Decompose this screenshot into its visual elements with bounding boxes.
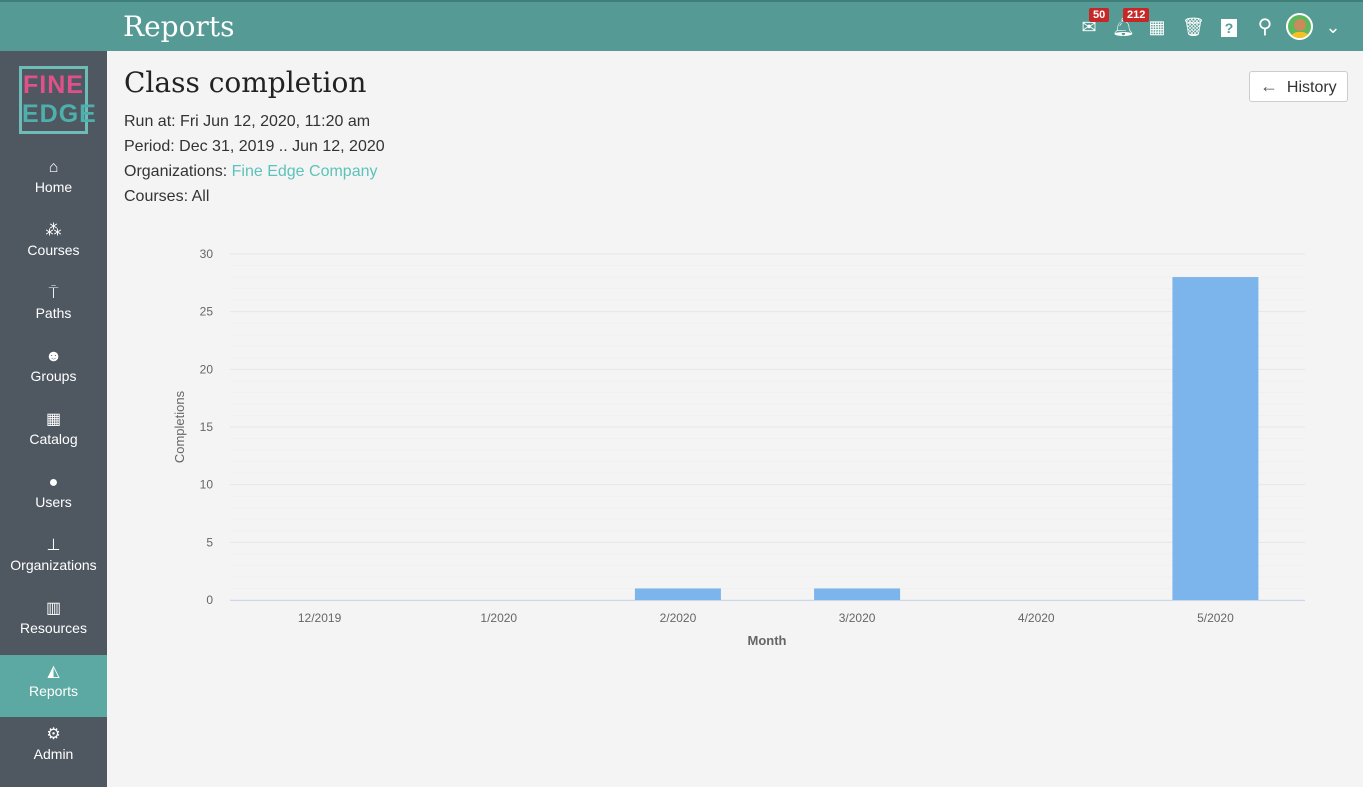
sidebar-item-label: Organizations: [10, 557, 97, 573]
sidebar: FINE EDGE ⌂ Home ⁂ Courses ⍑ Paths ☻ Groups ▦ Cata…: [0, 51, 107, 787]
organizations: Organizations: Fine Edge Company: [124, 163, 378, 180]
sidebar-item-label: Admin: [33, 746, 74, 762]
sidebar-item-catalog[interactable]: ▦ Catalog: [0, 403, 107, 465]
admin-icon: ⚙: [46, 726, 61, 743]
x-tick-label: 12/2019: [298, 611, 342, 625]
calendar-icon[interactable]: ▦: [1148, 17, 1166, 37]
paths-icon: ⍑: [48, 285, 59, 302]
y-tick-label: 25: [200, 305, 214, 319]
sidebar-item-courses[interactable]: ⁂ Courses: [0, 214, 107, 276]
home-icon: ⌂: [48, 159, 59, 176]
sidebar-item-paths[interactable]: ⍑ Paths: [0, 277, 107, 339]
catalog-icon: ▦: [45, 411, 62, 428]
courses-icon: ⁂: [45, 222, 62, 239]
x-tick-label: 5/2020: [1197, 611, 1234, 625]
sidebar-item-label: Groups: [30, 368, 77, 384]
users-icon: ●: [48, 474, 59, 491]
bar-2/2020: [634, 588, 721, 600]
top-bar: Reports ✉ 50 🔔︎ 212 ▦ 🗑︎ ? ⚲ ⌄: [0, 0, 1363, 51]
bar-3/2020: [814, 588, 901, 600]
mail-badge: 50: [1089, 8, 1110, 22]
sidebar-item-label: Resources: [20, 620, 87, 636]
organization-link[interactable]: Fine Edge Company: [231, 163, 378, 180]
y-tick-label: 15: [200, 420, 214, 434]
notification-badge: 212: [1123, 8, 1150, 22]
logo[interactable]: FINE EDGE: [19, 66, 96, 134]
sidebar-item-label: Reports: [28, 683, 79, 699]
y-tick-label: 5: [206, 535, 213, 549]
bell-icon[interactable]: 🔔︎: [1112, 17, 1135, 37]
y-tick-label: 0: [206, 593, 213, 607]
groups-icon: ☻: [45, 348, 62, 365]
organizations-icon: ⊥: [46, 537, 61, 554]
report-title: Class completion: [124, 66, 367, 99]
x-tick-label: 1/2020: [480, 611, 517, 625]
arrow-left-icon: ←: [1260, 76, 1278, 96]
sidebar-item-label: Catalog: [29, 431, 78, 447]
sidebar-item-reports[interactable]: ◭ Reports: [0, 655, 107, 717]
mail-icon[interactable]: ✉: [1081, 17, 1097, 37]
sidebar-item-organizations[interactable]: ⊥ Organizations: [0, 529, 107, 591]
reports-icon: ◭: [47, 663, 60, 680]
resources-icon: ▥: [45, 600, 62, 617]
sidebar-item-groups[interactable]: ☻ Groups: [0, 340, 107, 402]
sidebar-item-label: Paths: [35, 305, 72, 321]
page-header-title: Reports: [123, 10, 235, 43]
sidebar-item-resources[interactable]: ▥ Resources: [0, 592, 107, 654]
sidebar-item-admin[interactable]: ⚙ Admin: [0, 718, 107, 780]
x-tick-label: 2/2020: [660, 611, 697, 625]
history-button[interactable]: ← History: [1249, 71, 1348, 102]
x-tick-label: 4/2020: [1018, 611, 1055, 625]
search-icon[interactable]: ⚲: [1257, 16, 1273, 38]
avatar[interactable]: [1286, 13, 1313, 40]
run-at: Run at: Fri Jun 12, 2020, 11:20 am: [124, 113, 371, 130]
sidebar-item-home[interactable]: ⌂ Home: [0, 151, 107, 213]
trash-icon[interactable]: 🗑︎: [1182, 17, 1205, 37]
sidebar-item-label: Courses: [27, 242, 80, 258]
x-tick-label: 3/2020: [839, 611, 876, 625]
y-tick-label: 20: [200, 362, 214, 376]
y-axis-label: Completions: [172, 390, 187, 463]
period: Period: Dec 31, 2019 .. Jun 12, 2020: [124, 138, 385, 155]
sidebar-item-label: Home: [34, 179, 73, 195]
sidebar-item-users[interactable]: ● Users: [0, 466, 107, 528]
courses: Courses: All: [124, 188, 210, 205]
bar-5/2020: [1172, 277, 1259, 600]
x-axis-label: Month: [748, 633, 787, 648]
help-icon[interactable]: ?: [1218, 16, 1240, 38]
y-tick-label: 30: [200, 247, 214, 261]
y-tick-label: 10: [200, 478, 214, 492]
chevron-down-icon[interactable]: ⌄: [1325, 17, 1341, 37]
sidebar-item-label: Users: [35, 494, 72, 510]
